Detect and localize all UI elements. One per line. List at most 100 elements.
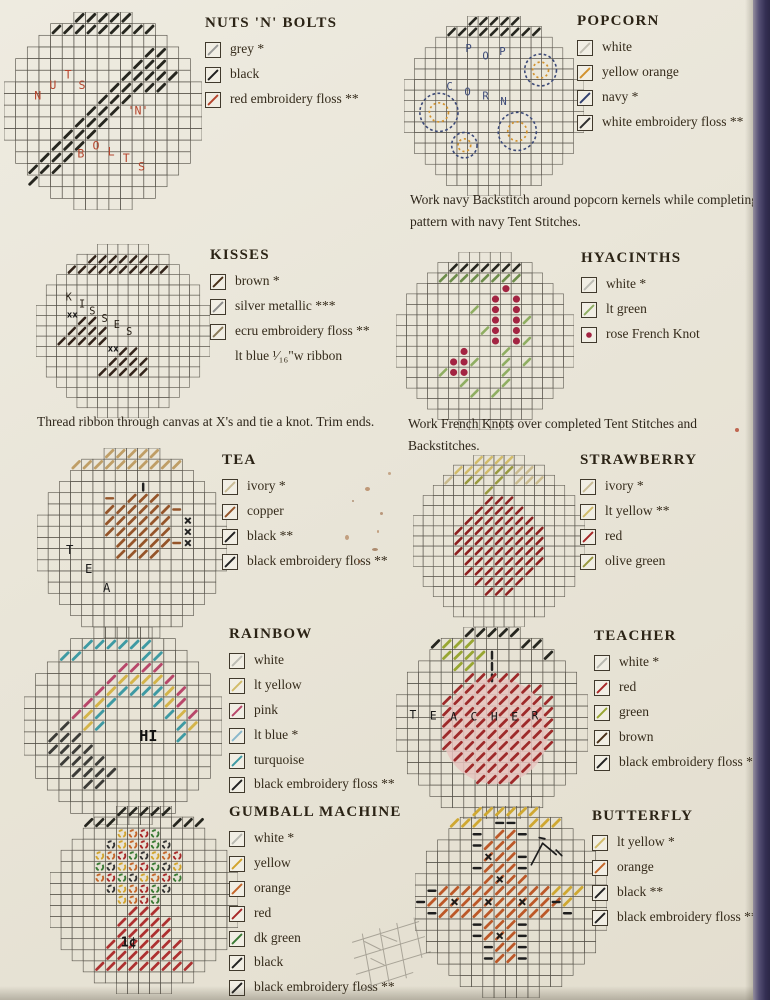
svg-text:T: T [65, 67, 72, 81]
svg-text:R: R [532, 710, 539, 723]
pattern-title: TEACHER [594, 628, 677, 644]
color-key-label: ivory * [605, 478, 644, 493]
pattern-panel-kisses: KISSES brown * silver metallic *** ecru em… [210, 247, 390, 372]
svg-text:E: E [85, 562, 92, 576]
color-key-label: grey * [230, 41, 265, 56]
stitch-symbol-swatch [205, 42, 221, 58]
color-key-label: olive green [605, 552, 666, 568]
color-key-label: black ** [617, 883, 664, 899]
stitch-symbol-swatch [229, 955, 245, 972]
color-key-label: rose French Knot [606, 325, 700, 341]
pencil-doodle [351, 917, 431, 991]
svg-text:P: P [499, 46, 505, 58]
color-key-label: lt yellow * [617, 834, 675, 849]
color-key-label: black embroidery floss ** [617, 908, 758, 924]
color-key-label: red [619, 678, 637, 694]
stitch-symbol-swatch [581, 301, 597, 318]
stitch-chart-popcorn: PO PC O R N [404, 16, 584, 196]
color-key: ivory * lt yellow ** red olive green [580, 477, 766, 571]
svg-text:L: L [108, 144, 115, 158]
pattern-panel-butterfly: BUTTERFLY lt yellow * orange black ** black… [592, 808, 768, 933]
color-key-item: lt blue * [229, 726, 407, 745]
stitch-symbol-swatch [210, 274, 226, 290]
color-key: white * lt green rose French Knot [581, 275, 767, 344]
color-key-item: black ** [222, 527, 400, 546]
pattern-panel-tea: TEA ivory * copper black ** black embroider… [222, 452, 400, 577]
color-key-item: ivory * [580, 477, 766, 496]
svg-text:HI: HI [139, 727, 157, 745]
color-key-label: red [605, 527, 623, 543]
color-key-label: yellow [254, 854, 291, 870]
stain-mark [735, 428, 739, 432]
color-key-item: black [205, 65, 390, 84]
color-key: brown * silver metallic *** ecru embroider… [210, 272, 390, 366]
color-key-label: white * [254, 830, 295, 845]
color-key-item: ecru embroidery floss ** [210, 322, 390, 341]
stitch-symbol-swatch [577, 114, 593, 131]
color-key-label: lt blue ¹⁄₁₆"w ribbon [235, 347, 343, 363]
color-key-item: rose French Knot [581, 325, 767, 344]
stitch-symbol-swatch [229, 677, 245, 694]
stitch-symbol-swatch [594, 754, 610, 771]
pattern-title: NUTS 'N' BOLTS [205, 15, 338, 31]
color-key: white lt yellow pink lt blue * turquoise blac… [229, 651, 407, 794]
color-key-label: black [230, 65, 260, 81]
color-key-label: black embroidery floss ** [254, 978, 395, 997]
stitch-symbol-swatch [580, 528, 596, 545]
color-key-label: black embroidery floss ** [619, 753, 760, 769]
color-key-label: turquoise [254, 751, 305, 767]
color-key-item: pink [229, 701, 407, 720]
pattern-panel-strawberry: STRAWBERRY ivory * lt yellow ** red olive g… [580, 452, 766, 577]
pattern-title: BUTTERFLY [592, 808, 694, 824]
stitch-chart-strawberry [413, 455, 585, 627]
color-key-item: black embroidery floss ** [594, 753, 766, 772]
color-key-item: turquoise [229, 751, 407, 770]
instruction-note-hyacinths: Work French Knots over completed Tent St… [408, 416, 698, 453]
svg-text:S: S [89, 307, 95, 318]
color-key-label: black ** [247, 527, 294, 543]
color-key-label: green [619, 703, 649, 719]
stitch-symbol-swatch [581, 277, 597, 293]
color-key-item: copper [222, 502, 400, 521]
color-key-item: black ** [592, 883, 768, 902]
stitch-symbol-swatch [580, 503, 596, 520]
color-key-item: black embroidery floss ** [229, 978, 419, 997]
pattern-panel-nuts-n-bolts: NUTS 'N' BOLTS grey * black red embroidery… [205, 15, 390, 115]
color-key-label: lt yellow ** [605, 502, 670, 518]
color-key-item: white * [594, 653, 766, 672]
color-key-label: black [254, 954, 284, 970]
svg-text:T: T [66, 543, 74, 557]
color-key-item: red embroidery floss ** [205, 90, 390, 109]
stitch-chart-hyacinths [396, 252, 574, 430]
svg-text:P: P [465, 43, 471, 55]
color-key-item: yellow [229, 854, 419, 873]
pattern-title: GUMBALL MACHINE [229, 804, 402, 820]
svg-text:C: C [471, 711, 478, 724]
color-key-item: olive green [580, 552, 766, 571]
stitch-symbol-swatch [592, 909, 608, 926]
stitch-symbol-swatch [592, 884, 608, 901]
color-key: white yellow orange navy * white embroidery… [577, 38, 767, 132]
stitch-symbol-swatch [210, 298, 226, 315]
svg-text:O: O [464, 86, 470, 98]
pattern-title: STRAWBERRY [580, 452, 698, 468]
color-key-item: brown * [210, 272, 390, 291]
color-key-label: pink [254, 701, 279, 717]
color-key-item: lt yellow ** [580, 502, 766, 521]
color-key: grey * black red embroidery floss ** [205, 40, 390, 109]
color-key-item: dk green [229, 929, 419, 948]
stitch-symbol-swatch [229, 777, 245, 794]
color-key-item: silver metallic *** [210, 297, 390, 316]
stitch-chart-gumball-machine: 1¢ [50, 806, 238, 994]
stain-mark [365, 487, 370, 491]
pattern-title: TEA [222, 452, 257, 468]
color-key-item: orange [592, 858, 768, 877]
svg-text:A: A [450, 711, 457, 724]
color-key-label: brown [619, 728, 654, 744]
svg-text:xx: xx [67, 310, 79, 321]
color-key-item: white [577, 38, 767, 57]
stitch-symbol-swatch [592, 835, 608, 851]
color-key: lt yellow * orange black ** black embroider… [592, 833, 768, 927]
